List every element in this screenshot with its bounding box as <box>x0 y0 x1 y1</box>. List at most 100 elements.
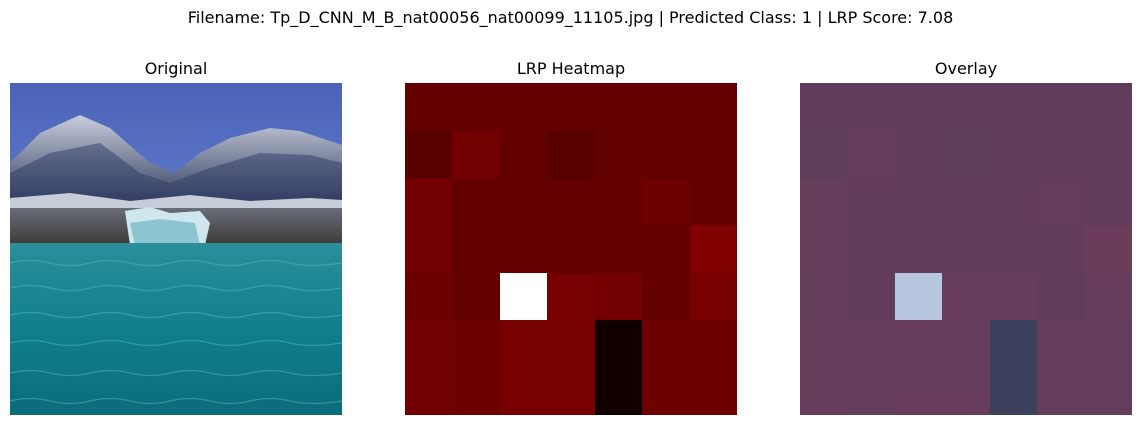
overlay-cell <box>847 272 895 321</box>
heatmap-cell <box>499 130 548 178</box>
overlay-cell <box>989 130 1038 178</box>
heatmap-cell <box>452 225 500 273</box>
overlay-cell <box>942 130 990 178</box>
heatmap-cell <box>499 272 548 321</box>
overlay-cell <box>1084 177 1132 226</box>
heatmap-cell <box>499 367 548 415</box>
overlay-cell <box>1037 320 1085 368</box>
heatmap-cell <box>642 130 690 178</box>
heatmap-cell <box>594 177 643 226</box>
overlay-panel-title: Overlay <box>934 59 998 78</box>
overlay-cell <box>894 130 943 178</box>
overlay-cell <box>1084 320 1132 368</box>
overlay-cell <box>800 83 848 131</box>
heatmap-cell <box>405 272 453 321</box>
figure-title: Filename: Tp_D_CNN_M_B_nat00056_nat00099… <box>187 8 954 27</box>
overlay-cell <box>894 225 943 273</box>
heatmap-cell <box>499 83 548 131</box>
heatmap-cell <box>594 367 643 415</box>
overlay-cell <box>1037 367 1085 415</box>
overlay-cell <box>1084 83 1132 131</box>
heatmap-cell <box>547 272 595 321</box>
heatmap-cell <box>689 225 737 273</box>
overlay-cell <box>942 83 990 131</box>
heatmap-panel-title: LRP Heatmap <box>516 59 626 78</box>
overlay-cell <box>1037 225 1085 273</box>
overlay-cell <box>989 367 1038 415</box>
overlay-cell <box>847 320 895 368</box>
overlay-cell <box>894 177 943 226</box>
overlay-cell <box>1084 272 1132 321</box>
heatmap-cell <box>405 130 453 178</box>
heatmap-cell <box>405 367 453 415</box>
original-photo <box>10 83 342 415</box>
overlay-cell <box>989 225 1038 273</box>
heatmap-cell <box>547 320 595 368</box>
heatmap-cell <box>689 177 737 226</box>
overlay-cell <box>942 367 990 415</box>
heatmap-cell <box>689 83 737 131</box>
heatmap-cell <box>547 225 595 273</box>
overlay-cell <box>800 272 848 321</box>
heatmap-cell <box>594 272 643 321</box>
overlay-cell <box>894 367 943 415</box>
heatmap-cell <box>594 83 643 131</box>
heatmap-cell <box>594 225 643 273</box>
overlay-cell <box>989 83 1038 131</box>
heatmap-cell <box>547 83 595 131</box>
heatmap-cell <box>689 320 737 368</box>
lrp-heatmap <box>405 83 737 415</box>
overlay-cell <box>989 272 1038 321</box>
heatmap-cell <box>405 177 453 226</box>
original-image <box>10 83 342 415</box>
heatmap-cell <box>405 83 453 131</box>
heatmap-grid <box>405 83 737 415</box>
overlay-cell <box>847 83 895 131</box>
overlay-grid <box>800 83 1132 415</box>
overlay-cell <box>1084 225 1132 273</box>
heatmap-cell <box>594 320 643 368</box>
heatmap-cell <box>499 225 548 273</box>
heatmap-cell <box>689 367 737 415</box>
heatmap-cell <box>642 225 690 273</box>
heatmap-cell <box>689 130 737 178</box>
overlay-cell <box>894 272 943 321</box>
heatmap-cell <box>642 272 690 321</box>
overlay-cell <box>894 83 943 131</box>
overlay-cell <box>847 177 895 226</box>
overlay-cell <box>894 320 943 368</box>
overlay-image <box>800 83 1132 415</box>
overlay-cell <box>1037 177 1085 226</box>
overlay-cell <box>800 320 848 368</box>
overlay-cell <box>1037 272 1085 321</box>
heatmap-cell <box>405 225 453 273</box>
overlay-cell <box>942 272 990 321</box>
heatmap-cell <box>499 320 548 368</box>
heatmap-cell <box>452 320 500 368</box>
overlay-cell <box>800 367 848 415</box>
overlay-cell <box>1037 130 1085 178</box>
overlay-cell <box>989 177 1038 226</box>
heatmap-cell <box>452 177 500 226</box>
heatmap-cell <box>452 272 500 321</box>
heatmap-cell <box>594 130 643 178</box>
heatmap-cell <box>642 320 690 368</box>
heatmap-cell <box>689 272 737 321</box>
heatmap-cell <box>547 367 595 415</box>
heatmap-cell <box>642 83 690 131</box>
heatmap-cell <box>405 320 453 368</box>
overlay-cell <box>847 130 895 178</box>
heatmap-cell <box>547 177 595 226</box>
overlay-cell <box>800 177 848 226</box>
heatmap-cell <box>452 130 500 178</box>
overlay-cell <box>942 225 990 273</box>
overlay-cell <box>847 367 895 415</box>
heatmap-cell <box>499 177 548 226</box>
overlay-cell <box>800 225 848 273</box>
overlay-cell <box>847 225 895 273</box>
heatmap-cell <box>547 130 595 178</box>
overlay-cell <box>1084 130 1132 178</box>
heatmap-cell <box>642 177 690 226</box>
heatmap-cell <box>642 367 690 415</box>
heatmap-cell <box>452 83 500 131</box>
